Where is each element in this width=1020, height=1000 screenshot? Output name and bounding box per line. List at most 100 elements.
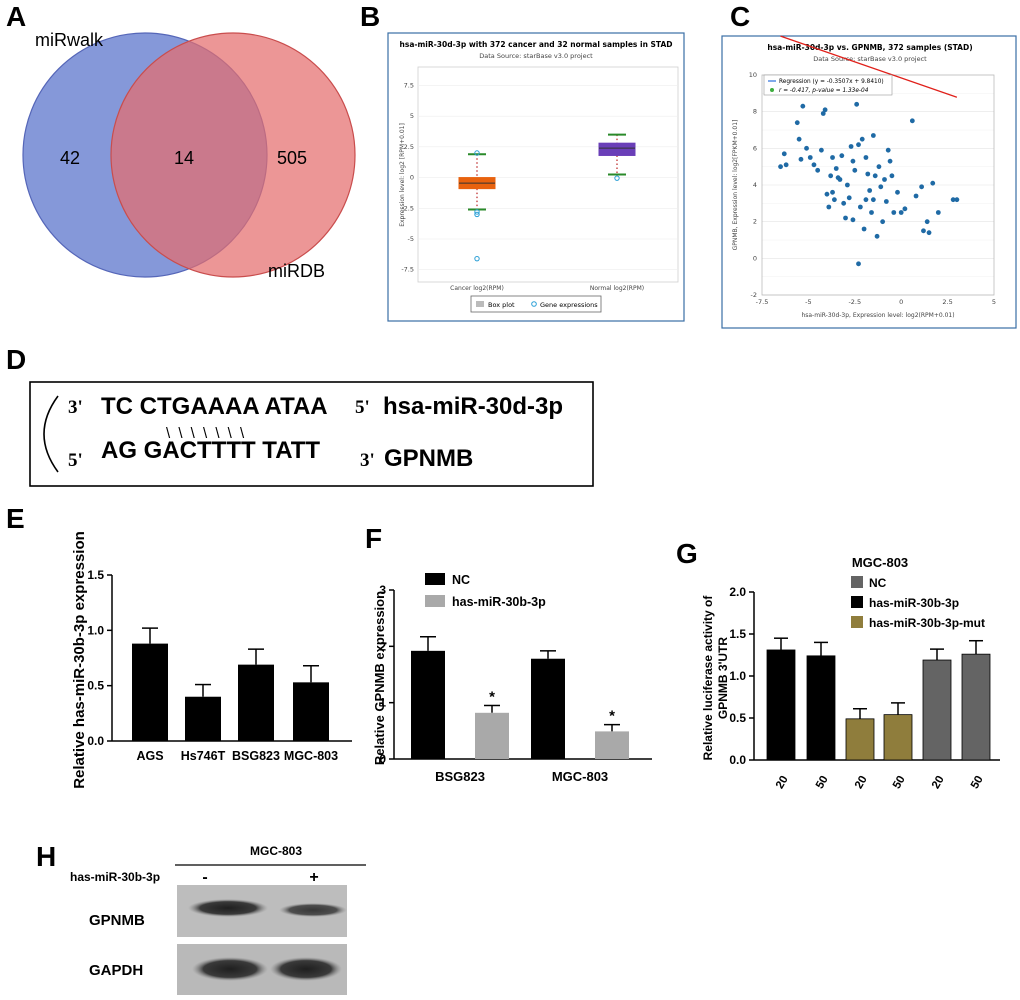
y-tick-label: 0.5 [729,711,746,725]
panel-b-title: hsa-miR-30d-3p with 372 cancer and 32 no… [400,40,673,49]
scatter-point [833,166,839,171]
scatter-point [796,136,802,142]
target-sequence: AG GACTTTT TATT [101,437,320,464]
target-3prime: 3' [360,450,375,471]
y-tick-label: 4 [753,181,757,189]
panel-c-title: hsa-miR-30d-3p vs. GPNMB, 372 samples (S… [767,43,972,52]
scatter-point [815,167,821,173]
blot-row-label-gapdh: GAPDH [89,962,143,979]
legend-label-mirna: has-miR-30b-3p [452,595,546,609]
legend-swatch-nc [425,573,445,585]
legend-label: has-miR-30b-3p-mut [869,616,985,630]
y-axis-label: Relative GPNMB expression [372,591,387,765]
bar-bsg823-mirna [475,712,509,759]
legend-boxplot-label: Box plot [488,301,515,309]
x-category-label: Normal log2(RPM) [590,285,644,292]
pairing-marks: \ \ \ \ \ \ \ [166,425,246,442]
bar-mgc-803-nc [531,658,565,759]
y-axis-label-line1: Relative luciferase activity of [701,595,715,761]
scatter-point [930,180,936,186]
venn-count-mirdb-only: 505 [277,148,307,168]
y-tick-label: 8 [753,108,757,116]
scatter-point [798,156,804,162]
outlier-point [474,150,480,156]
y-tick-label: 1.5 [87,568,104,582]
scatter-point [857,204,863,210]
scatter-point [831,197,837,203]
box-normal [598,142,636,156]
scatter-point [781,151,787,157]
panel-c-letter: C [730,1,750,32]
panel-d: D 3' TC CTGAAAA ATAA 5' hsa-miR-30d-3p \… [6,344,594,487]
y-tick-label: -7.5 [401,266,414,274]
scatter-point [826,204,832,210]
x-category-label: 20 [853,774,870,791]
bar-mgc-803 [293,682,329,741]
x-category-label: 50 [891,774,908,791]
venn-circle-mirdb [110,32,356,278]
scatter-point [870,133,876,138]
y-tick-label: 2 [379,639,386,653]
x-category-label: Cancer log2(RPM) [450,285,504,292]
panel-b-ylabel: Expression level: log2 [RPM+0.01] [399,123,406,227]
y-tick-label: 1.0 [87,623,104,637]
x-tick-label: 5 [992,298,996,306]
legend-stats-text: r = -0.417, p-value = 1.33e-04 [779,88,869,94]
x-category-label: 20 [930,774,947,791]
scatter-point [874,233,880,239]
panel-h-letter: H [36,841,56,872]
band-gapdh-plus [270,957,342,981]
y-tick-label: 0.5 [87,679,104,693]
scatter-point [852,167,858,173]
scatter-point [935,210,941,215]
scatter-point [837,177,843,182]
y-axis-label-line2: GPNMB 3'UTR [716,637,730,720]
scatter-point [887,158,893,164]
x-category-label: Hs746T [181,749,226,763]
band-gapdh-minus [192,957,268,981]
scatter-point [778,164,783,170]
y-tick-label: -5 [408,235,414,243]
scatter-point [954,197,960,203]
y-tick-label: 10 [749,71,757,79]
panel-f-letter: F [365,523,382,554]
bar [961,653,991,761]
scatter-point [818,147,824,153]
scatter-point [885,147,891,153]
scatter-point [844,182,850,188]
bar [883,714,913,761]
panel-a-letter: A [6,1,26,32]
significance-star: * [609,708,615,725]
scatter-point [861,226,867,232]
scatter-point [807,155,813,160]
venn-label-mirdb: miRDB [268,261,325,281]
panel-c-legend [763,74,893,96]
bar [806,655,836,761]
outlier-point [614,175,620,181]
y-tick-label: 0.0 [729,753,746,767]
y-tick-label: 2 [753,218,757,226]
x-category-label: 50 [814,774,831,791]
bar-bsg823-nc [411,650,445,759]
scatter-point [919,184,925,190]
panel-b-letter: B [360,1,380,32]
outlier-point [474,211,480,218]
panel-f: F 0 1 2 3 * BSG823 * MGC-803 Relative GPNMB expr… [365,523,652,784]
scatter-point [863,197,869,203]
x-category-label: 20 [774,774,791,791]
panel-e-letter: E [6,503,25,534]
legend-points-label: Gene expressions [540,301,598,309]
scatter-point [926,230,932,236]
panel-c-ylabel: GPNMB, Expression level: log2[FPKM+0.01] [732,120,739,251]
y-tick-label: -2.5 [401,204,414,212]
panel-a: A miRwalk miRDB 42 14 505 [6,1,356,281]
scatter-point [843,215,848,221]
scatter-point [856,142,861,148]
y-tick-label: 0 [379,752,386,766]
legend-points-marker [531,301,537,307]
y-axis-label: Relative has-miR-30b-3p expression [71,531,88,789]
scatter-point [865,171,871,177]
blot-row-label-gpnmb: GPNMB [89,912,145,929]
scatter-point [822,107,828,113]
blot-plus: + [309,869,318,886]
